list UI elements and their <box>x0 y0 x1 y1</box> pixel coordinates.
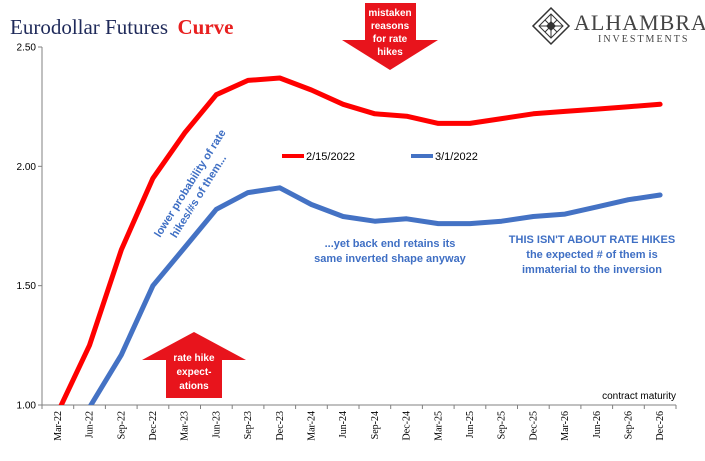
annotation-right-line-3: immaterial to the inversion <box>522 264 662 276</box>
annotation-top-line-1: mistaken <box>368 8 411 19</box>
annotation-top-line-4: hikes <box>377 47 403 58</box>
x-tick-label: Jun-25 <box>465 411 476 438</box>
annotation-rotated-line-1: lower probability of rate <box>152 127 228 239</box>
annotation-mistaken-reasons: mistaken reasons for rate hikes <box>342 3 438 70</box>
x-tick-label: Dec-22 <box>148 411 159 440</box>
annotation-bottom-line-2: expect- <box>176 367 211 378</box>
x-tick-label: Jun-23 <box>211 411 222 438</box>
y-tick-label: 2.00 <box>17 162 37 173</box>
x-tick-label: Jun-24 <box>338 411 349 438</box>
x-tick-label: Sep-26 <box>623 411 634 439</box>
legend-label-blue: 3/1/2022 <box>435 151 478 163</box>
x-tick-label: Mar-25 <box>433 411 444 441</box>
up-arrow-icon <box>142 332 246 398</box>
x-axis-label: contract maturity <box>602 391 676 402</box>
annotation-lower-probability: lower probability of rate hikes/#s of th… <box>152 127 229 240</box>
y-tick-label: 1.00 <box>17 401 37 412</box>
x-tick-label: Dec-25 <box>528 411 539 440</box>
x-tick-label: Sep-25 <box>497 411 508 439</box>
series-line-0 <box>58 75 663 405</box>
legend: 2/15/2022 3/1/2022 <box>282 151 478 163</box>
annotation-top-line-2: reasons <box>371 21 410 32</box>
x-tick-label: Sep-23 <box>243 411 254 439</box>
annotation-bottom-line-1: rate hike <box>173 353 215 364</box>
annotation-mid-line-2: same inverted shape anyway <box>314 253 467 265</box>
logo-name: ALHAMBRA <box>574 10 705 35</box>
x-tick-label: Mar-23 <box>180 411 191 441</box>
annotation-back-end: ...yet back end retains its same inverte… <box>314 238 467 265</box>
chart-title-accent: Curve <box>178 15 234 39</box>
logo: ALHAMBRA INVESTMENTS <box>531 6 705 46</box>
annotation-right-line-1: THIS ISN'T ABOUT RATE HIKES <box>509 234 675 246</box>
y-tick-label: 1.50 <box>17 281 37 292</box>
x-tick-label: Dec-26 <box>655 411 666 440</box>
chart-title: Eurodollar Futures Curve <box>10 15 234 39</box>
x-tick-label: Jun-22 <box>85 411 96 438</box>
x-tick-label: Mar-22 <box>53 411 64 441</box>
legend-label-red: 2/15/2022 <box>306 151 355 163</box>
x-tick-label: Sep-22 <box>116 411 127 439</box>
x-tick-label: Mar-26 <box>560 411 571 441</box>
annotation-right-line-2: the expected # of them is <box>526 249 657 261</box>
annotation-mid-line-1: ...yet back end retains its <box>325 238 456 250</box>
x-tick-label: Dec-24 <box>402 411 413 440</box>
axes: 1.00 1.50 2.00 2.50 Mar-22 Jun-22 Sep-22 Dec-22… <box>17 43 677 441</box>
y-tick-label: 2.50 <box>17 43 37 54</box>
x-tick-label: Jun-26 <box>592 411 603 438</box>
annotation-bottom-line-3: ations <box>179 381 209 392</box>
series-layer <box>58 75 663 405</box>
legend-item-red: 2/15/2022 <box>282 151 355 163</box>
x-tick-label: Mar-24 <box>306 411 317 441</box>
x-tick-label: Dec-23 <box>275 411 286 440</box>
logo-diamond-icon <box>531 6 571 46</box>
legend-item-blue: 3/1/2022 <box>411 151 478 163</box>
down-arrow-icon <box>342 3 438 70</box>
series-line-1 <box>88 185 663 405</box>
annotation-rate-hike-expectations: rate hike expect- ations <box>142 332 246 398</box>
chart-title-main: Eurodollar Futures <box>10 15 168 39</box>
annotation-not-about-rate-hikes: THIS ISN'T ABOUT RATE HIKES the expected… <box>509 234 675 276</box>
logo-sub: INVESTMENTS <box>598 34 689 45</box>
x-tick-label: Sep-24 <box>370 411 381 439</box>
annotation-top-line-3: for rate <box>373 34 408 45</box>
